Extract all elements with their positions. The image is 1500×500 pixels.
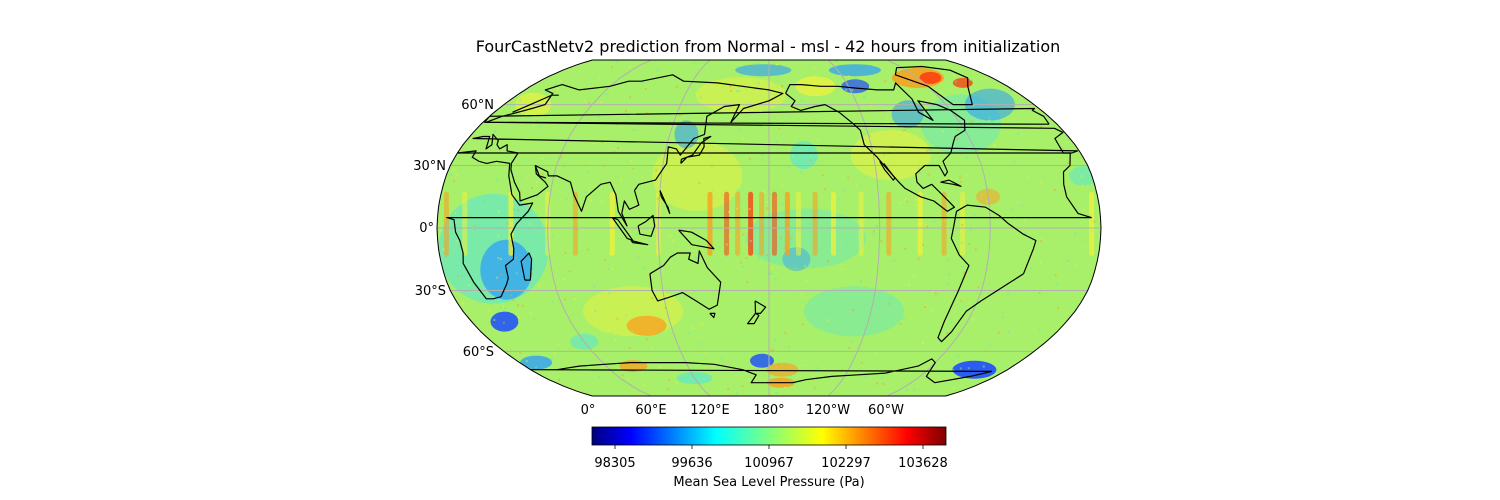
coastline [649,250,722,310]
gridline [827,60,881,396]
tropical-stripe [772,191,777,256]
tropical-stripe [609,191,615,256]
latitude-labels: 60°N 30°N 0° 30°S 60°S [413,98,494,360]
colorbar-tick-2: 100967 [744,456,794,471]
tropical-stripe [462,191,468,256]
longitude-labels: 0° 60°E 120°E 180° 120°W 60°W [581,403,904,418]
colorbar-label: Mean Sea Level Pressure (Pa) [673,475,864,490]
coastline [530,358,993,384]
tropical-stripe [759,191,765,256]
colorbar-tick-0: 98305 [594,456,635,471]
colorbar-tick-1: 99636 [671,456,712,471]
lat-label-30n: 30°N [413,159,446,174]
globe [436,59,1102,397]
lon-label-180: 180° [753,403,784,418]
pressure-anomaly [490,311,519,332]
globe-outline [436,59,1102,397]
coastline [630,239,649,246]
coastline [894,65,973,106]
tropical-stripe [796,191,801,256]
coastline [659,190,671,214]
coastline [472,74,1079,227]
pressure-anomaly [1069,165,1098,186]
map-title: FourCastNetv2 prediction from Normal - m… [476,37,1061,56]
tropical-stripe [812,191,818,256]
gridline [657,60,711,396]
lon-label-60e: 60°E [635,403,666,418]
pressure-anomaly [626,315,667,336]
coastline [785,82,966,212]
pressure-anomaly [520,355,553,370]
tropical-stripe [784,191,790,256]
tropical-stripe [941,191,947,256]
tropical-stripe [572,191,578,256]
gridline [547,60,652,396]
coastline [754,300,767,314]
coastline [879,160,896,181]
pressure-anomaly [804,286,904,337]
lon-label-0: 0° [581,403,596,418]
colorbar: 98305 99636 100967 102297 103628 Mean Se… [591,426,948,490]
pressure-anomaly [735,64,792,77]
tropical-stripe [917,191,923,256]
pressure-anomaly [789,141,818,170]
tropical-stripe [724,191,730,256]
tropical-stripe [707,191,713,256]
coastline [680,135,712,164]
pressure-anomaly [750,353,774,368]
pressure-anomaly [766,362,799,377]
lat-label-60s: 60°S [463,345,494,360]
lat-label-30s: 30°S [415,284,446,299]
tropical-stripe [508,191,514,256]
coastline [446,150,1092,300]
pressure-anomaly [828,64,881,77]
tropical-stripe [831,191,836,256]
lon-label-120w: 120°W [806,403,850,418]
coastline [484,107,1050,125]
lat-label-60n: 60°N [461,98,494,113]
tropical-stripe [886,191,892,256]
colorbar-tick-marks [614,445,924,449]
tropical-stripe [748,191,754,256]
coastline [747,312,760,325]
coastline [512,94,559,113]
coastline [937,204,1037,343]
pressure-anomaly [652,140,743,211]
tropical-stripe [443,191,449,256]
coastline [534,165,547,179]
tropical-stripe [735,191,741,256]
pressure-anomaly [674,120,699,149]
lon-label-120e: 120°E [690,403,730,418]
coastline [637,214,656,237]
coastlines [446,65,1092,384]
coastline [940,179,962,187]
lat-label-equator: 0° [419,221,434,236]
pressure-anomaly [841,79,870,94]
pressure-anomaly [919,71,942,84]
lon-label-60w: 60°W [868,403,904,418]
colorbar-tick-3: 102297 [821,456,871,471]
coastline [520,252,533,281]
gridline [886,60,991,396]
coastline [709,312,716,319]
pressure-anomaly [952,360,997,379]
coastline [678,229,715,250]
colorbar-tick-4: 103628 [898,456,948,471]
colorbar-gradient [591,426,947,446]
tropical-stripe [960,191,966,256]
tropical-stripe [1089,191,1095,256]
tropical-stripe [858,191,864,256]
